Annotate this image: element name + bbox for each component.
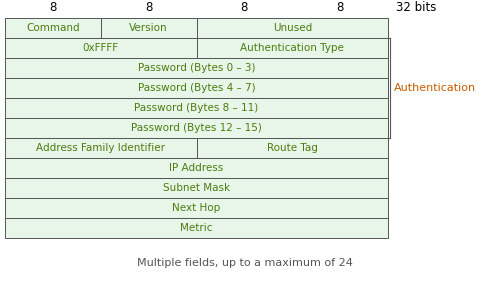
Text: Password (Bytes 12 – 15): Password (Bytes 12 – 15) — [131, 123, 262, 133]
Text: Route Tag: Route Tag — [266, 143, 317, 153]
Text: Password (Bytes 8 – 11): Password (Bytes 8 – 11) — [134, 103, 258, 113]
Text: Subnet Mask: Subnet Mask — [163, 183, 229, 193]
Bar — [5, 158, 387, 178]
Text: 32 bits: 32 bits — [395, 1, 435, 14]
Text: Multiple fields, up to a maximum of 24: Multiple fields, up to a maximum of 24 — [136, 258, 352, 268]
Text: 8: 8 — [49, 1, 57, 14]
Text: 0xFFFF: 0xFFFF — [82, 43, 119, 53]
Bar — [5, 18, 101, 38]
Bar — [5, 58, 387, 78]
Bar — [5, 198, 387, 218]
Bar — [5, 38, 196, 58]
Text: Authentication: Authentication — [393, 83, 475, 93]
Text: 8: 8 — [144, 1, 152, 14]
Bar — [5, 218, 387, 238]
Text: Password (Bytes 0 – 3): Password (Bytes 0 – 3) — [138, 63, 255, 73]
Text: Next Hop: Next Hop — [172, 203, 220, 213]
Text: IP Address: IP Address — [169, 163, 223, 173]
Bar — [196, 138, 387, 158]
Bar — [196, 38, 387, 58]
Bar — [5, 138, 196, 158]
Text: Authentication Type: Authentication Type — [240, 43, 344, 53]
Text: 8: 8 — [240, 1, 247, 14]
Text: 8: 8 — [336, 1, 343, 14]
Bar — [5, 98, 387, 118]
Text: Password (Bytes 4 – 7): Password (Bytes 4 – 7) — [138, 83, 255, 93]
Text: Address Family Identifier: Address Family Identifier — [36, 143, 165, 153]
Bar — [5, 178, 387, 198]
Text: Metric: Metric — [180, 223, 212, 233]
Text: Command: Command — [26, 23, 80, 33]
Bar — [5, 118, 387, 138]
Text: Unused: Unused — [272, 23, 311, 33]
Bar — [101, 18, 196, 38]
Text: Version: Version — [129, 23, 167, 33]
Bar — [196, 18, 387, 38]
Bar — [5, 78, 387, 98]
